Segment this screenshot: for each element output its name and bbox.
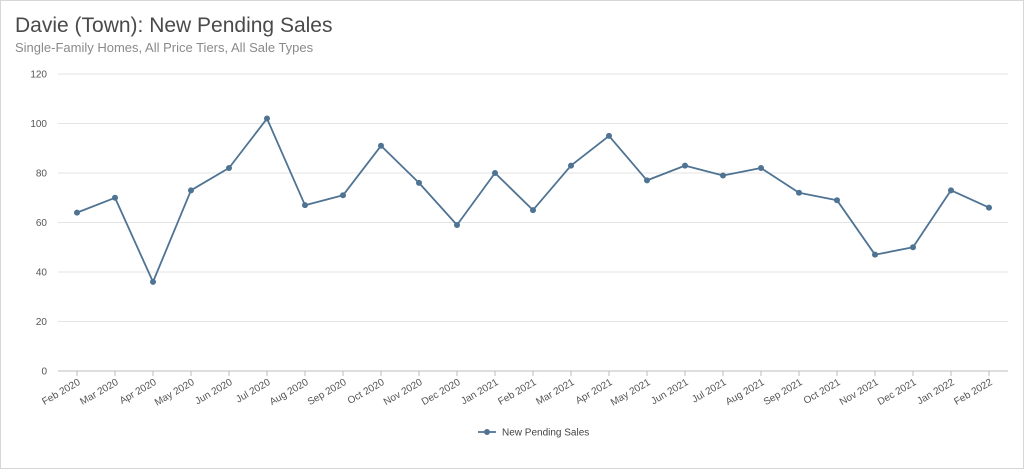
- y-tick-label: 40: [36, 268, 48, 279]
- x-tick-label: Mar 2020: [78, 377, 120, 408]
- data-point: [910, 244, 916, 251]
- y-tick-label: 20: [36, 317, 48, 328]
- series-line: [76, 117, 990, 283]
- data-point: [302, 202, 308, 209]
- data-point: [872, 251, 878, 258]
- legend: New Pending Sales: [478, 428, 589, 439]
- y-axis: 0 20 40 60 80 100 120: [30, 70, 47, 378]
- data-point: [796, 189, 802, 196]
- data-point: [758, 165, 764, 172]
- x-tick-label: Jan 2022: [915, 377, 957, 407]
- grid-lines: [58, 73, 1008, 372]
- chart-subtitle: Single-Family Homes, All Price Tiers, Al…: [15, 40, 314, 55]
- data-point: [226, 165, 232, 172]
- legend-marker: [484, 429, 490, 435]
- data-point: [682, 162, 688, 169]
- y-tick-label: 120: [30, 70, 47, 81]
- x-tick-label: Mar 2021: [534, 377, 576, 408]
- x-tick-label: Aug 2021: [724, 377, 767, 408]
- y-tick-label: 60: [36, 218, 48, 229]
- x-tick-label: Feb 2021: [496, 377, 538, 408]
- x-tick-label: Feb 2020: [40, 377, 82, 408]
- data-point: [378, 142, 384, 149]
- data-point: [112, 194, 118, 201]
- data-point: [188, 187, 194, 194]
- x-tick-label: Jul 2020: [234, 377, 273, 406]
- series-layer: [74, 115, 992, 285]
- x-tick-label: Sep 2020: [306, 377, 349, 408]
- data-point: [568, 162, 574, 169]
- data-point: [720, 172, 726, 179]
- data-point: [416, 179, 422, 186]
- x-tick-label: Jun 2020: [193, 377, 235, 407]
- x-tick-label: Oct 2021: [802, 377, 843, 407]
- x-tick-label: Nov 2021: [838, 377, 881, 408]
- data-point: [454, 221, 460, 228]
- chart-title: Davie (Town): New Pending Sales: [15, 14, 333, 37]
- data-point: [150, 278, 156, 285]
- x-tick-label: Oct 2020: [346, 377, 387, 407]
- x-tick-label: Apr 2021: [574, 377, 615, 407]
- y-tick-label: 80: [36, 169, 48, 180]
- data-point: [606, 132, 612, 139]
- data-point: [492, 170, 498, 176]
- data-point: [530, 207, 536, 214]
- x-tick-label: May 2021: [609, 377, 653, 409]
- x-tick-label: Nov 2020: [382, 377, 425, 408]
- x-tick-label: Dec 2020: [420, 377, 463, 408]
- x-tick-label: Jan 2021: [459, 377, 501, 407]
- data-point: [340, 192, 346, 199]
- x-tick-label: Feb 2022: [952, 377, 994, 408]
- x-tick-label: Apr 2020: [118, 377, 159, 407]
- data-point: [834, 197, 840, 204]
- data-point: [74, 209, 80, 216]
- x-tick-label: Jul 2021: [690, 377, 729, 406]
- data-point: [948, 187, 954, 194]
- legend-label: New Pending Sales: [502, 428, 589, 439]
- x-tick-label: Dec 2021: [876, 377, 919, 408]
- x-tick-label: Jun 2021: [649, 377, 691, 407]
- x-tick-label: Sep 2021: [762, 377, 805, 408]
- y-tick-label: 0: [41, 367, 47, 378]
- data-point: [986, 204, 992, 211]
- x-tick-label: Aug 2020: [268, 377, 311, 408]
- x-tick-label: May 2020: [153, 377, 197, 409]
- data-point: [644, 177, 650, 184]
- data-point: [264, 115, 270, 122]
- y-tick-label: 100: [30, 119, 47, 130]
